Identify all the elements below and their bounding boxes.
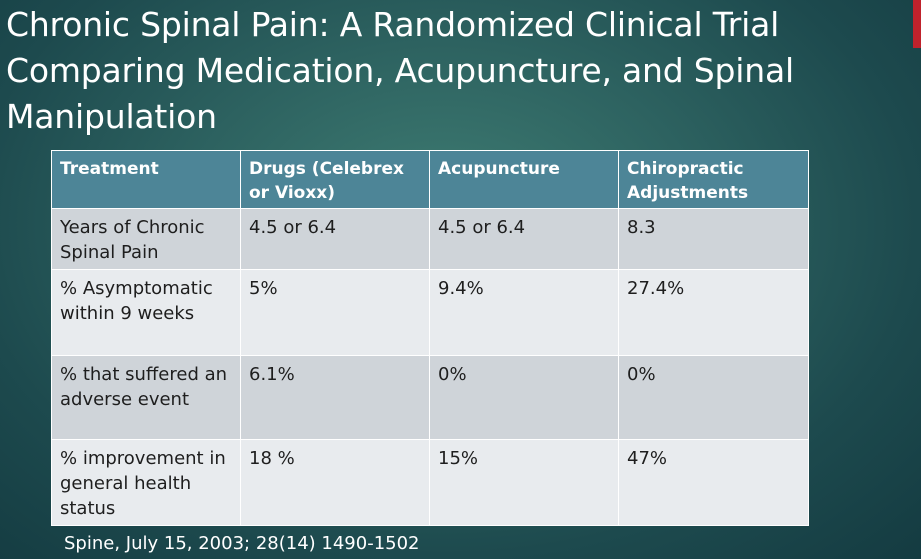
accent-bar [913,0,921,48]
cell-chiropractic: 8.3 [618,208,809,270]
slide-title: Chronic Spinal Pain: A Randomized Clinic… [6,5,794,136]
cell-drugs: 4.5 or 6.4 [240,208,430,270]
table-row: % improvement in general health status 1… [51,439,809,526]
cell-chiropractic: 47% [618,439,809,526]
results-table: Treatment Drugs (Celebrex or Vioxx) Acup… [51,150,809,526]
header-drugs: Drugs (Celebrex or Vioxx) [240,150,430,209]
header-chiropractic: Chiropractic Adjustments [618,150,809,209]
table-row: % Asymptomatic within 9 weeks 5% 9.4% 27… [51,269,809,356]
row-label: % improvement in general health status [51,439,241,526]
cell-acupuncture: 0% [429,355,619,440]
table-row: Years of Chronic Spinal Pain 4.5 or 6.4 … [51,208,809,270]
cell-acupuncture: 15% [429,439,619,526]
row-label: Years of Chronic Spinal Pain [51,208,241,270]
header-treatment: Treatment [51,150,241,209]
cell-chiropractic: 0% [618,355,809,440]
cell-drugs: 18 % [240,439,430,526]
cell-acupuncture: 4.5 or 6.4 [429,208,619,270]
citation: Spine, July 15, 2003; 28(14) 1490-1502 [64,533,420,554]
row-label: % that suffered an adverse event [51,355,241,440]
row-label: % Asymptomatic within 9 weeks [51,269,241,356]
cell-acupuncture: 9.4% [429,269,619,356]
header-acupuncture: Acupuncture [429,150,619,209]
table-header-row: Treatment Drugs (Celebrex or Vioxx) Acup… [51,150,809,209]
table-row: % that suffered an adverse event 6.1% 0%… [51,355,809,440]
cell-drugs: 6.1% [240,355,430,440]
cell-drugs: 5% [240,269,430,356]
cell-chiropractic: 27.4% [618,269,809,356]
